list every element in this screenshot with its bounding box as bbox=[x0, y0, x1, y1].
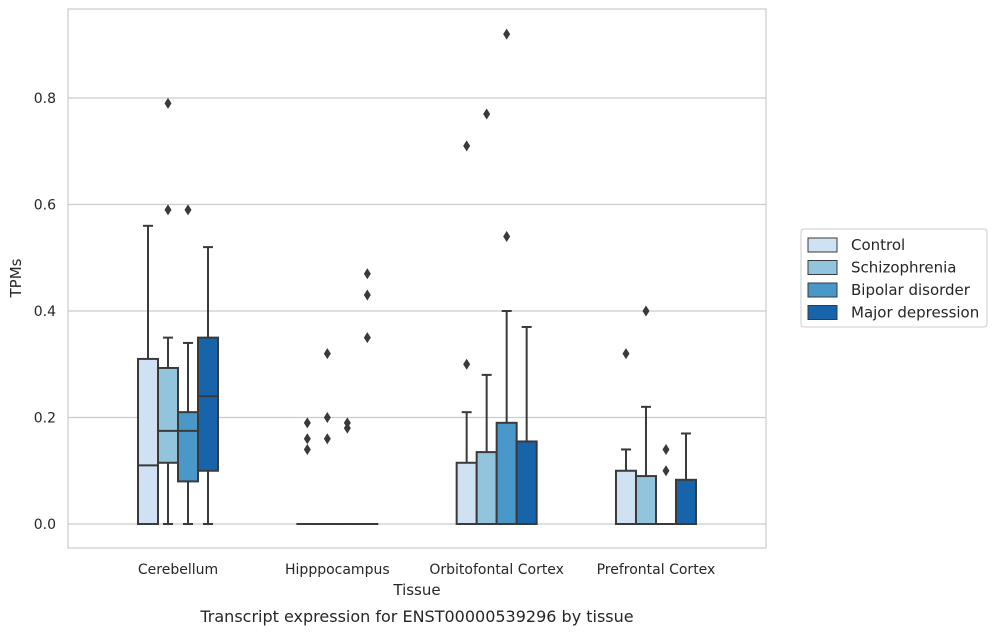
legend-swatch bbox=[807, 305, 838, 320]
outlier-point bbox=[343, 417, 351, 429]
box-body bbox=[475, 451, 498, 525]
outlier-point bbox=[363, 332, 371, 344]
box-major-depression bbox=[197, 246, 219, 525]
x-tick-label: Hipppocampus bbox=[285, 562, 390, 578]
box-schizophrenia bbox=[634, 305, 657, 526]
plot-area-frame bbox=[67, 8, 767, 549]
legend-frame bbox=[800, 228, 988, 328]
outlier-point bbox=[463, 358, 471, 370]
legend-label: Control bbox=[851, 236, 905, 254]
box-body bbox=[515, 440, 538, 525]
legend: Control Schizophrenia Bipolar disorder Majo… bbox=[800, 228, 988, 328]
y-axis-ticks: 0.0 0.2 0.4 0.6 0.8 bbox=[34, 91, 56, 533]
box-schizophrenia bbox=[157, 97, 179, 525]
x-axis-label: Tissue bbox=[392, 581, 440, 599]
x-tick-label: Cerebellum bbox=[138, 562, 218, 578]
boxes bbox=[137, 28, 697, 526]
outlier-point bbox=[463, 140, 471, 152]
legend-swatch bbox=[807, 282, 838, 298]
outlier-point bbox=[323, 412, 331, 423]
y-tick-label: 0.0 bbox=[34, 517, 56, 533]
y-axis-label: TPMs bbox=[7, 258, 25, 298]
box-control bbox=[137, 224, 159, 525]
outlier-point bbox=[662, 443, 670, 455]
box-body bbox=[634, 475, 657, 526]
box-bipolar-disorder bbox=[177, 204, 199, 525]
box-major-depression bbox=[515, 325, 538, 525]
box-control bbox=[614, 348, 637, 525]
box-bipolar-disorder bbox=[495, 28, 518, 526]
outlier-point bbox=[164, 204, 172, 216]
outlier-point bbox=[303, 443, 311, 455]
outlier-point bbox=[642, 305, 650, 317]
x-axis-ticks: Cerebellum Hipppocampus Orbitofontal Corte… bbox=[138, 562, 715, 578]
box-body bbox=[614, 469, 637, 525]
box-body bbox=[197, 336, 219, 472]
box-control bbox=[455, 140, 478, 526]
box-body bbox=[177, 411, 199, 483]
y-tick-label: 0.2 bbox=[34, 411, 56, 427]
box-body bbox=[674, 478, 697, 525]
legend-label: Bipolar disorder bbox=[851, 281, 971, 299]
box-control bbox=[296, 417, 319, 526]
outlier-point bbox=[483, 108, 491, 120]
box-schizophrenia bbox=[475, 108, 498, 525]
box-bipolar-disorder bbox=[336, 417, 359, 526]
outlier-point bbox=[303, 433, 311, 445]
box-body bbox=[157, 366, 179, 464]
outlier-point bbox=[622, 348, 630, 360]
outlier-point bbox=[503, 28, 511, 40]
box-schizophrenia bbox=[316, 348, 339, 526]
chart-caption: Transcript expression for ENST0000053929… bbox=[199, 607, 633, 626]
x-tick-label: Orbitofontal Cortex bbox=[429, 562, 564, 578]
outlier-point bbox=[323, 433, 331, 445]
outlier-point bbox=[503, 230, 511, 242]
y-tick-label: 0.4 bbox=[34, 304, 56, 320]
y-tick-label: 0.6 bbox=[34, 198, 56, 214]
legend-label: Schizophrenia bbox=[851, 259, 956, 277]
legend-swatch bbox=[807, 260, 838, 275]
outlier-point bbox=[662, 465, 670, 477]
box-body bbox=[495, 421, 518, 526]
y-tick-label: 0.8 bbox=[34, 91, 56, 107]
outlier-point bbox=[363, 268, 371, 280]
box-bipolar-disorder bbox=[654, 443, 677, 526]
box-major-depression bbox=[356, 268, 379, 526]
x-tick-label: Prefrontal Cortex bbox=[597, 562, 716, 578]
outlier-point bbox=[184, 204, 192, 216]
box-major-depression bbox=[674, 432, 697, 525]
outlier-point bbox=[164, 97, 172, 109]
box-body bbox=[137, 357, 159, 525]
outlier-point bbox=[323, 348, 331, 360]
box-body bbox=[455, 461, 478, 526]
legend-label: Major depression bbox=[851, 304, 979, 322]
legend-swatch bbox=[807, 237, 838, 253]
outlier-point bbox=[363, 289, 371, 301]
outlier-point bbox=[303, 417, 311, 429]
